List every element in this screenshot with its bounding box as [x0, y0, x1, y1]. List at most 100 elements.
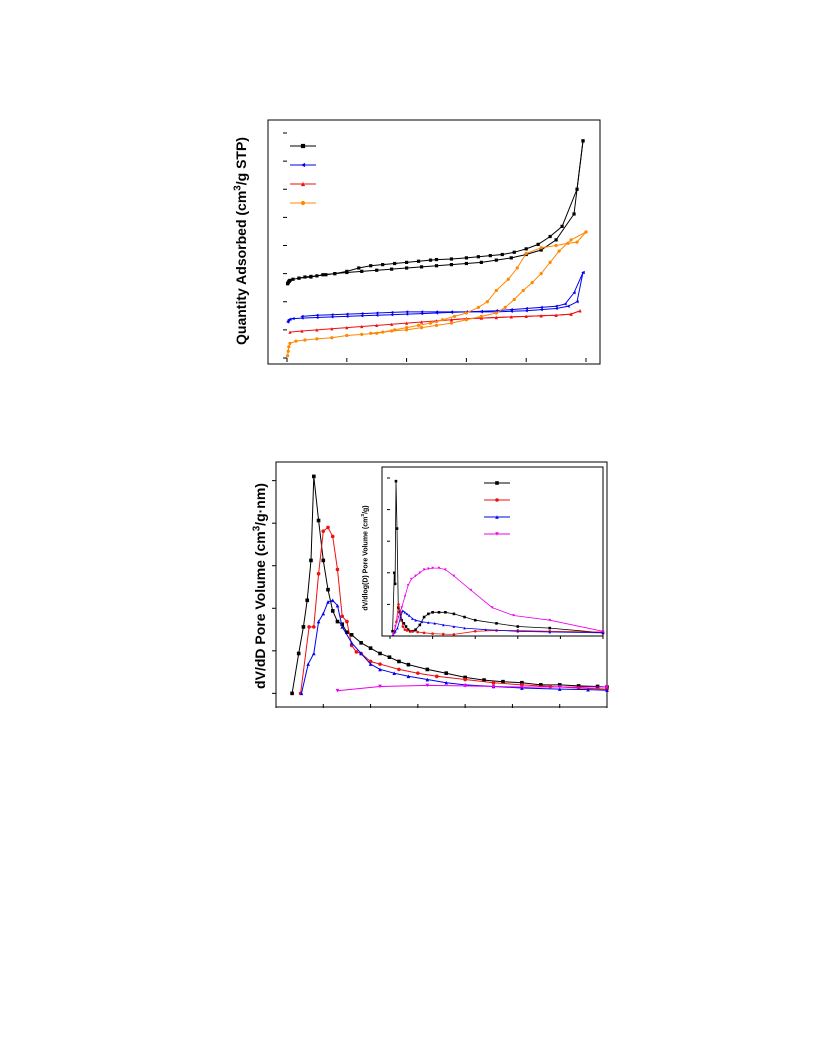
- chart1-series-2-desorption-point-7: [509, 309, 513, 313]
- inset-series-3-points-point-17: [484, 628, 488, 631]
- chart1-series-3-desorption-point-1: [578, 309, 582, 313]
- inset-series-1-points-point-9: [402, 622, 406, 625]
- chart2-series-2-points-point-6: [326, 525, 330, 530]
- chart1-series-1-desorption-point-12: [449, 257, 454, 261]
- chart1-series-1-adsorption-line: [287, 140, 584, 285]
- chart2-series-2-points-point-2: [307, 625, 311, 629]
- chart1-plot-area: [283, 132, 588, 362]
- chart1-series-4-adsorption-point-10: [360, 332, 364, 336]
- chart1-series-2-adsorption-point-21: [524, 306, 528, 311]
- chart1-series-1-desorption-point-17: [393, 261, 397, 266]
- chart1-series-2-desorption-point-4: [554, 306, 558, 311]
- chart2-series-2-points-point-15: [378, 662, 382, 666]
- chart1-series-4-adsorption-point-7: [315, 337, 319, 341]
- chart1-series-2-adsorption-point-8: [330, 315, 334, 319]
- chart2-series-4-points-point-4: [463, 684, 467, 688]
- inset-series-1-points-point-1: [391, 629, 394, 633]
- chart1-series-4-desorption-point-13: [452, 314, 457, 318]
- chart2-series-3-points-point-22: [586, 687, 590, 692]
- chart1-series-4-desorption-point-9: [494, 288, 498, 293]
- chart2-series-3-points-point-12: [368, 662, 373, 666]
- chart2-series-1-points-point-11: [335, 619, 340, 624]
- inset-series-2-points-point-12: [441, 632, 445, 636]
- chart2-series-3-points-point-10: [349, 641, 354, 645]
- chart1-series-4-desorption-point-11: [476, 305, 480, 309]
- chart1-series-2-adsorption-point-22: [539, 305, 543, 309]
- chart2-series-1-points-point-30: [595, 684, 600, 689]
- inset-series-1-points-point-23: [473, 618, 477, 622]
- chart2-series-4-points-line: [337, 684, 607, 692]
- chart2-series-3-points-point-3: [312, 651, 316, 656]
- chart2-series-3-points-point-14: [392, 671, 397, 675]
- inset-series-1-points-point-4: [394, 479, 398, 483]
- chart2-series-4-points-point-5: [491, 684, 496, 689]
- inset-series-1-points-point-24: [495, 622, 498, 625]
- chart2-series-1-points-point-13: [345, 630, 349, 635]
- chart1-series-4-desorption-point-10: [485, 300, 489, 304]
- inset-series-1-points-point-10: [404, 625, 408, 628]
- chart2-series-2-points-point-9: [340, 614, 345, 619]
- chart1-series-1-adsorption-point-26: [539, 248, 543, 252]
- chart1-series-4-adsorption-point-13: [405, 328, 409, 332]
- inset-plot-frame: [381, 466, 604, 637]
- chart2-series-1-points-point-5: [309, 558, 313, 563]
- chart1-series-4-desorption-point-5: [539, 246, 543, 250]
- chart1-series-4-adsorption-point-15: [434, 323, 439, 327]
- chart1-series-4-adsorption-point-18: [479, 314, 483, 318]
- inset-series-4-points-point-12: [431, 566, 434, 570]
- inset-series-1-points-point-17: [427, 612, 430, 616]
- chart1-series-4-adsorption-point-27: [569, 238, 573, 242]
- inset-series-1-points-point-3: [393, 582, 397, 586]
- chart2-series-1-points-point-23: [463, 675, 467, 680]
- chart2-series-1-points-point-6: [312, 474, 316, 479]
- chart2-series-4-points-point-6: [520, 685, 524, 689]
- inset-series-3-points-point-13: [433, 622, 437, 625]
- inset-series-1-points-point-16: [422, 615, 426, 619]
- inset-series-3-points-point-19: [548, 630, 552, 634]
- chart2-series-3-points-point-23: [605, 688, 609, 692]
- chart1-series-1-desorption-point-2: [575, 187, 579, 191]
- inset-series-2-points-point-13: [452, 633, 456, 636]
- chart1-series-1-desorption-line: [298, 140, 584, 279]
- inset-series-1-points-point-14: [414, 628, 417, 631]
- chart1-series-1-desorption-point-16: [405, 260, 409, 264]
- chart1-series-4-desorption-point-12: [464, 311, 468, 315]
- chart1-series-2-adsorption-point-7: [315, 315, 319, 320]
- inset-series-1-points-point-20: [444, 611, 447, 614]
- chart1-series-3-desorption-point-4: [539, 314, 543, 318]
- chart1-series-3-adsorption-point-4: [330, 327, 334, 331]
- chart1-series-4-desorption-point-15: [428, 321, 433, 325]
- chart1-series-4-adsorption-point-4: [288, 341, 292, 345]
- inset-legend-marker-4: [495, 532, 499, 536]
- chart1-series-1-desorption-point-3: [560, 224, 564, 228]
- chart1-series-2-adsorption-point-9: [345, 314, 349, 318]
- chart1-series-1-desorption-point-7: [512, 250, 516, 254]
- chart1-series-2-adsorption-point-10: [360, 314, 364, 318]
- chart2-series-3-points-point-2: [306, 662, 310, 666]
- chart2-series-1-points-point-14: [349, 633, 354, 637]
- inset-series-1-points-point-19: [437, 611, 441, 614]
- chart2-series-3-points-point-17: [444, 680, 449, 685]
- inset-series-4-points-point-7: [410, 577, 413, 581]
- inset-series-4-points-point-3: [397, 615, 400, 619]
- chart1-series-1-adsorption-point-15: [375, 268, 379, 272]
- chart1-series-1-adsorption-point-17: [405, 266, 409, 270]
- chart1-series-4-adsorption-point-8: [330, 336, 334, 340]
- chart1-series-4-adsorption-point-5: [294, 339, 298, 343]
- chart1-series-1-desorption-point-25: [297, 276, 301, 280]
- chart1-series-2-desorption-point-18: [345, 312, 349, 316]
- chart1-series-1-desorption-point-1: [581, 139, 585, 143]
- chart2-series-1-points-point-8: [321, 558, 326, 563]
- inset-series-3-points-point-16: [463, 626, 466, 630]
- inset-series-4-points-point-6: [406, 584, 410, 587]
- inset-series-3-points-point-2: [394, 629, 397, 633]
- chart1-series-1-desorption-point-10: [476, 255, 480, 259]
- inset-series-3-points-point-7: [405, 612, 409, 616]
- inset-legend-marker-3: [495, 515, 499, 519]
- inset-series-4-points-point-5: [403, 595, 407, 598]
- chart1-series-4-desorption-point-8: [506, 277, 510, 281]
- inset-series-3-points-point-11: [420, 620, 424, 624]
- chart1-series-1-desorption-point-14: [428, 258, 433, 262]
- inset-series-1-points-point-22: [463, 615, 466, 619]
- inset-series-1-points-point-25: [516, 625, 520, 628]
